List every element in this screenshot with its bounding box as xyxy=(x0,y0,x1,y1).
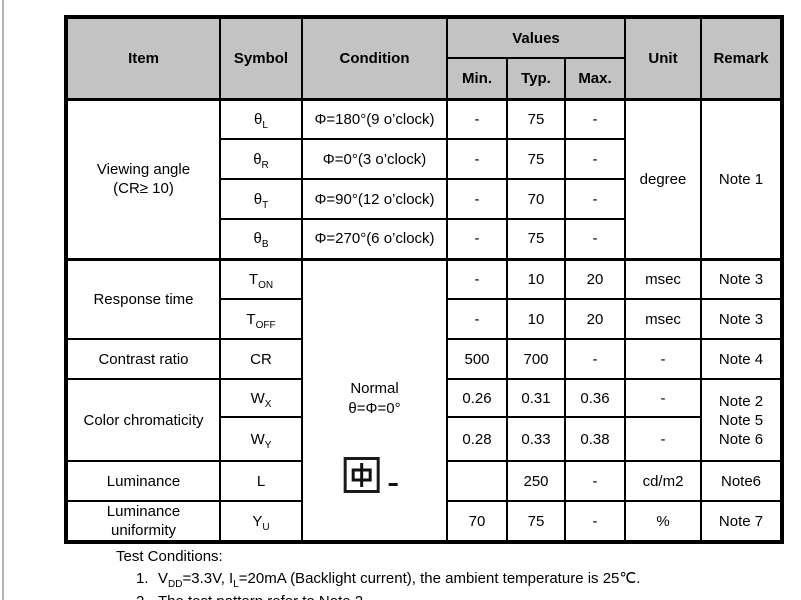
condition-theta-t: Φ=90°(12 o’clock) xyxy=(301,178,448,220)
condition-theta-b: Φ=270°(6 o’clock) xyxy=(301,218,448,260)
optical-characteristics-table: Item Symbol Condition Values Unit Remark… xyxy=(64,15,784,544)
symbol-l: L xyxy=(219,460,303,502)
cell-typ: 0.33 xyxy=(506,416,566,462)
cell-max: - xyxy=(564,218,626,260)
cell-typ: 700 xyxy=(506,338,566,380)
col-header-typ: Typ. xyxy=(506,57,566,100)
condition-theta-r: Φ=0°(3 o’clock) xyxy=(301,138,448,180)
cell-typ: 10 xyxy=(506,257,566,300)
symbol-t-on: TON xyxy=(219,257,303,300)
cell-typ: 250 xyxy=(506,460,566,502)
cell-max: - xyxy=(564,138,626,180)
cell-unit: msec xyxy=(624,298,702,340)
cell-unit: cd/m2 xyxy=(624,460,702,502)
col-header-symbol: Symbol xyxy=(219,16,303,100)
cell-max: - xyxy=(564,97,626,140)
cell-remark: Note 3 xyxy=(700,298,783,340)
remark-viewing-angle: Note 1 xyxy=(700,97,783,260)
cell-unit: - xyxy=(624,378,702,418)
cell-max: - xyxy=(564,338,626,380)
cell-typ: 75 xyxy=(506,500,566,543)
col-header-item: Item xyxy=(65,16,221,100)
cell-max: - xyxy=(564,460,626,502)
cell-min: 0.28 xyxy=(446,416,508,462)
cell-unit: % xyxy=(624,500,702,543)
cell-min-empty xyxy=(446,460,508,502)
center-point-icon xyxy=(343,456,380,493)
item-contrast-ratio: Contrast ratio xyxy=(65,338,221,380)
cell-unit: - xyxy=(624,416,702,462)
symbol-wx: WX xyxy=(219,378,303,418)
col-header-values: Values xyxy=(446,16,626,59)
cell-min: 500 xyxy=(446,338,508,380)
condition-normal-merged: Normal θ=Φ=0° xyxy=(301,257,448,543)
item-response-time: Response time xyxy=(65,257,221,340)
cell-min: - xyxy=(446,218,508,260)
condition-theta-l: Φ=180°(9 o’clock) xyxy=(301,97,448,140)
cell-typ: 10 xyxy=(506,298,566,340)
col-header-max: Max. xyxy=(564,57,626,100)
remark-chromaticity: Note 2 Note 5 Note 6 xyxy=(700,378,783,462)
cell-remark: Note 3 xyxy=(700,257,783,300)
cell-max: 20 xyxy=(564,298,626,340)
cell-unit: - xyxy=(624,338,702,380)
symbol-theta-l: θL xyxy=(219,97,303,140)
cell-remark: Note 4 xyxy=(700,338,783,380)
item-color-chromaticity: Color chromaticity xyxy=(65,378,221,462)
cell-max: - xyxy=(564,500,626,543)
cell-unit: msec xyxy=(624,257,702,300)
cell-min: - xyxy=(446,97,508,140)
test-conditions-title: Test Conditions: xyxy=(116,548,223,565)
cell-max: 0.38 xyxy=(564,416,626,462)
col-header-unit: Unit xyxy=(624,16,702,100)
cell-min: - xyxy=(446,298,508,340)
symbol-theta-r: θR xyxy=(219,138,303,180)
test-condition-1: 1. VDD=3.3V, IL=20mA (Backlight current),… xyxy=(136,570,641,590)
symbol-cr: CR xyxy=(219,338,303,380)
cell-typ: 70 xyxy=(506,178,566,220)
cell-typ: 75 xyxy=(506,218,566,260)
cell-remark: Note 7 xyxy=(700,500,783,543)
cell-min: - xyxy=(446,178,508,220)
cell-min: 0.26 xyxy=(446,378,508,418)
col-header-remark: Remark xyxy=(700,16,783,100)
cell-max: 20 xyxy=(564,257,626,300)
symbol-t-off: TOFF xyxy=(219,298,303,340)
cell-max: 0.36 xyxy=(564,378,626,418)
dash-mark xyxy=(388,482,398,486)
cell-min: 70 xyxy=(446,500,508,543)
symbol-theta-b: θB xyxy=(219,218,303,260)
symbol-theta-t: θT xyxy=(219,178,303,220)
test-condition-2: 2.The test pattern refer to Note 2. xyxy=(136,593,367,600)
col-header-min: Min. xyxy=(446,57,508,100)
item-viewing-angle: Viewing angle (CR≥ 10) xyxy=(65,97,221,260)
unit-viewing-angle: degree xyxy=(624,97,702,260)
item-luminance: Luminance xyxy=(65,460,221,502)
symbol-wy: WY xyxy=(219,416,303,462)
cell-min: - xyxy=(446,138,508,180)
col-header-condition: Condition xyxy=(301,16,448,100)
symbol-yu: YU xyxy=(219,500,303,543)
item-luminance-uniformity: Luminance uniformity xyxy=(65,500,221,543)
cell-typ: 75 xyxy=(506,138,566,180)
page-edge-line xyxy=(2,0,4,600)
cell-max: - xyxy=(564,178,626,220)
cell-typ: 0.31 xyxy=(506,378,566,418)
cell-min: - xyxy=(446,257,508,300)
cell-typ: 75 xyxy=(506,97,566,140)
cell-remark: Note6 xyxy=(700,460,783,502)
